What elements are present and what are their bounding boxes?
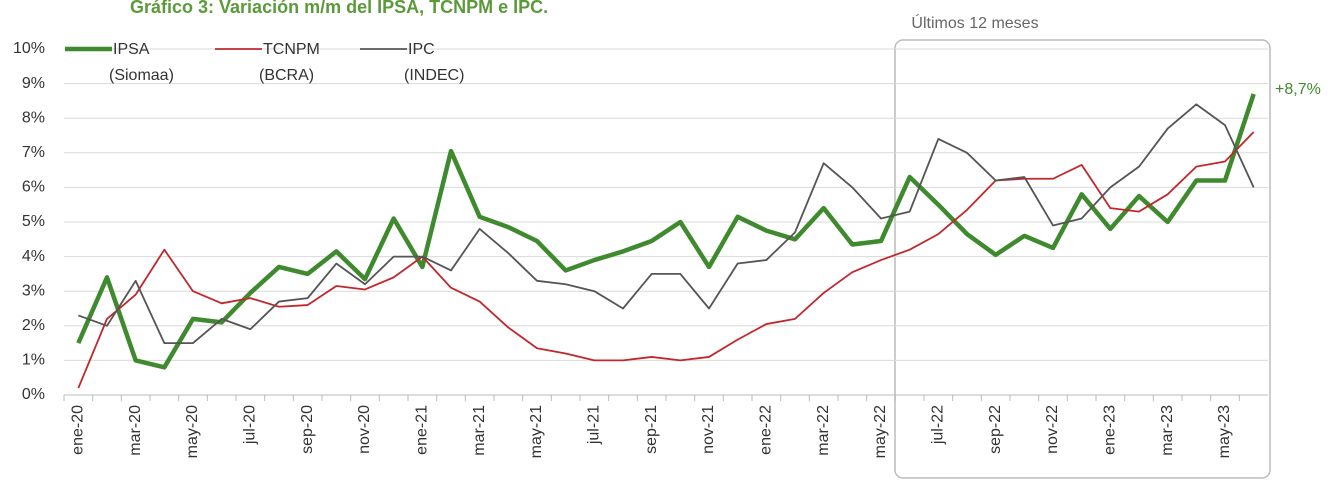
legend-label: IPC bbox=[408, 41, 435, 58]
x-tick-label: ene-21 bbox=[414, 405, 431, 455]
y-tick-label: 5% bbox=[22, 213, 45, 230]
x-tick-label: jul-20 bbox=[242, 405, 259, 445]
x-tick-label: may-23 bbox=[1216, 405, 1233, 458]
y-tick-label: 9% bbox=[22, 75, 45, 92]
x-tick-label: sep-20 bbox=[299, 405, 316, 454]
legend-label: IPSA bbox=[113, 41, 150, 58]
x-tick-label: sep-22 bbox=[987, 405, 1004, 454]
x-tick-label: may-22 bbox=[872, 405, 889, 458]
x-tick-label: jul-22 bbox=[930, 405, 947, 445]
x-tick-label: mar-23 bbox=[1159, 405, 1176, 456]
chart-title: Gráfico 3: Variación m/m del IPSA, TCNPM… bbox=[130, 0, 548, 17]
y-tick-label: 3% bbox=[22, 282, 45, 299]
legend-label: TCNPM bbox=[263, 41, 320, 58]
last-value-label: +8,7% bbox=[1275, 81, 1321, 98]
x-tick-label: ene-22 bbox=[758, 405, 775, 455]
x-tick-label: nov-21 bbox=[700, 405, 717, 454]
y-tick-label: 10% bbox=[13, 40, 45, 57]
x-tick-label: nov-22 bbox=[1044, 405, 1061, 454]
series-line bbox=[76, 93, 1256, 370]
y-tick-label: 1% bbox=[22, 352, 45, 369]
x-tick-label: may-20 bbox=[184, 405, 201, 458]
y-tick-label: 4% bbox=[22, 248, 45, 265]
y-tick-label: 6% bbox=[22, 179, 45, 196]
legend-source: (INDEC) bbox=[404, 67, 464, 84]
x-tick-label: nov-20 bbox=[356, 405, 373, 454]
x-tick-label: mar-21 bbox=[471, 405, 488, 456]
highlight-label: Últimos 12 meses bbox=[911, 13, 1038, 32]
x-tick-label: may-21 bbox=[528, 405, 545, 458]
x-tick-label: mar-20 bbox=[127, 405, 144, 456]
legend-source: (BCRA) bbox=[259, 67, 314, 84]
y-tick-label: 0% bbox=[22, 386, 45, 403]
highlight-box bbox=[894, 39, 1271, 479]
series-line bbox=[77, 131, 1255, 389]
x-tick-label: ene-20 bbox=[70, 405, 87, 455]
y-tick-label: 7% bbox=[22, 144, 45, 161]
x-tick-label: jul-21 bbox=[586, 405, 603, 445]
x-tick-label: mar-22 bbox=[815, 405, 832, 456]
x-tick-label: ene-23 bbox=[1102, 405, 1119, 455]
y-tick-label: 8% bbox=[22, 109, 45, 126]
legend-source: (Siomaa) bbox=[109, 67, 174, 84]
y-tick-label: 2% bbox=[22, 317, 45, 334]
series-line bbox=[78, 103, 1255, 345]
x-tick-label: sep-21 bbox=[643, 405, 660, 454]
